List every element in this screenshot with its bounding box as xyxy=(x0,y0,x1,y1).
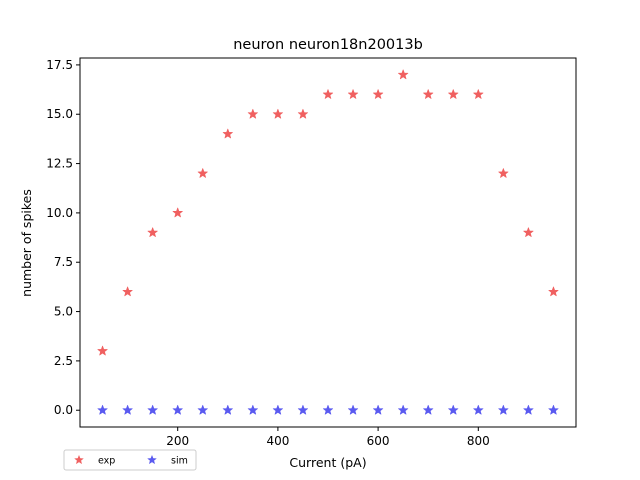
data-point-sim xyxy=(297,404,308,415)
y-tick-label: 0.0 xyxy=(54,403,73,417)
data-point-exp xyxy=(147,227,158,237)
data-point-exp xyxy=(322,89,334,99)
data-point-exp xyxy=(172,207,183,218)
legend-marker-exp xyxy=(74,454,84,465)
data-point-sim xyxy=(222,404,233,415)
data-point-sim xyxy=(147,404,158,415)
legend: exp sim xyxy=(63,449,197,471)
data-point-exp xyxy=(247,108,258,119)
legend-marker-sim xyxy=(147,454,157,465)
data-point-exp xyxy=(222,128,233,139)
data-point-exp xyxy=(423,89,434,99)
x-tick-label: 200 xyxy=(166,434,189,448)
data-point-exp xyxy=(373,89,384,99)
data-point-sim xyxy=(548,404,559,415)
data-point-exp xyxy=(548,286,559,297)
series-sim xyxy=(97,404,559,415)
data-point-sim xyxy=(97,404,108,415)
y-tick-label: 5.0 xyxy=(54,305,73,319)
data-point-exp xyxy=(122,286,133,297)
y-tick-label: 15.0 xyxy=(46,107,73,121)
data-point-sim xyxy=(348,404,359,415)
data-point-sim xyxy=(122,404,133,415)
y-tick-label: 7.5 xyxy=(54,255,73,269)
data-point-exp xyxy=(398,69,409,80)
data-point-sim xyxy=(373,404,384,415)
data-point-exp xyxy=(498,168,509,178)
data-point-exp xyxy=(473,89,484,99)
data-point-sim xyxy=(423,404,434,415)
x-tick-label: 400 xyxy=(266,434,289,448)
y-tick-label: 2.5 xyxy=(54,354,73,368)
chart-title: neuron neuron18n20013b xyxy=(233,37,423,53)
x-tick-label: 600 xyxy=(367,434,390,448)
legend-label-sim: sim xyxy=(171,456,188,467)
data-point-sim xyxy=(172,404,183,415)
series-layer xyxy=(97,69,559,415)
x-axis-label: Current (pA) xyxy=(289,455,366,470)
data-point-sim xyxy=(322,404,334,415)
legend-item-sim: sim xyxy=(147,454,188,467)
y-axis-label: number of spikes xyxy=(19,189,34,297)
legend-label-exp: exp xyxy=(98,456,115,467)
data-point-exp xyxy=(523,227,534,237)
data-point-exp xyxy=(448,89,459,99)
legend-frame xyxy=(63,449,197,471)
data-point-sim xyxy=(398,404,409,415)
y-axis: 0.0 2.5 5.0 7.5 10.0 12.5 15.0 17.5 xyxy=(46,58,80,417)
plot-background xyxy=(80,58,576,427)
plot-area xyxy=(80,58,576,427)
x-tick-label: 800 xyxy=(467,434,490,448)
data-point-exp xyxy=(272,108,283,119)
y-tick-label: 10.0 xyxy=(46,206,73,220)
data-point-sim xyxy=(197,404,208,415)
y-tick-label: 12.5 xyxy=(46,157,73,171)
y-tick-label: 17.5 xyxy=(46,58,73,72)
data-point-exp xyxy=(197,168,208,178)
data-point-sim xyxy=(247,404,258,415)
data-point-sim xyxy=(448,404,459,415)
data-point-sim xyxy=(272,404,283,415)
data-point-exp xyxy=(297,108,308,119)
data-point-sim xyxy=(473,404,484,415)
series-exp xyxy=(97,69,559,356)
data-point-exp xyxy=(97,345,108,356)
data-point-sim xyxy=(523,404,534,415)
plot-frame xyxy=(79,57,577,428)
data-point-exp xyxy=(348,89,359,99)
x-axis: 200 400 600 800 xyxy=(166,427,490,448)
data-point-sim xyxy=(498,404,509,415)
legend-item-exp: exp xyxy=(74,454,115,467)
